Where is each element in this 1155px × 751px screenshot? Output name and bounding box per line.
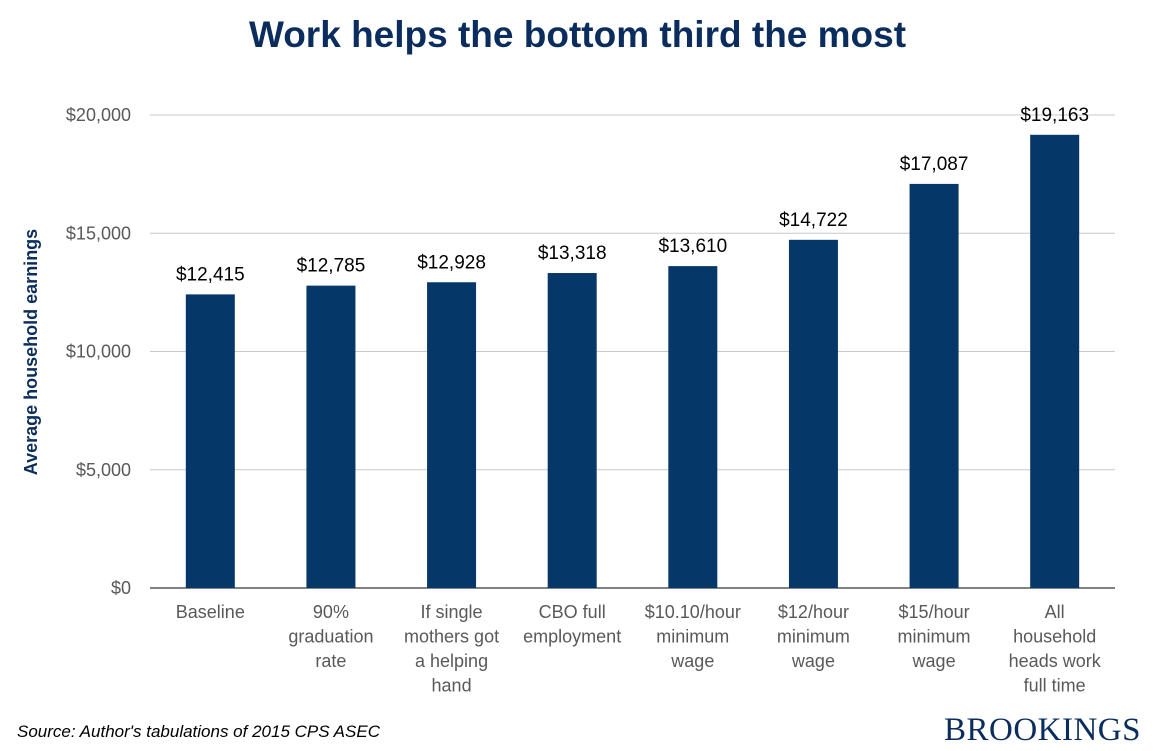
- y-tick-label: $20,000: [66, 105, 131, 125]
- x-tick-label: If single mothers got a helping hand: [404, 602, 499, 696]
- x-tick-label: $10.10/hour minimum wage: [645, 602, 741, 671]
- x-tick-label: All household heads work full time: [1009, 602, 1102, 696]
- bar: [547, 273, 597, 588]
- bar: [668, 266, 718, 588]
- bar: [1030, 134, 1080, 588]
- x-axis-ticks: Baseline 90% graduation rate If single mother…: [176, 602, 1102, 696]
- data-label: $17,087: [900, 154, 969, 175]
- y-tick-label: $10,000: [66, 342, 131, 362]
- data-label: $12,785: [297, 256, 366, 277]
- x-tick-label: CBO full employment: [523, 602, 621, 647]
- bar: [185, 294, 235, 588]
- y-axis-label: Average household earnings: [21, 229, 41, 475]
- x-tick-label: 90% graduation rate: [288, 602, 373, 671]
- y-axis-ticks: $0 $5,000 $10,000 $15,000 $20,000: [66, 105, 131, 598]
- data-label: $14,722: [779, 210, 848, 231]
- bar: [427, 282, 477, 588]
- x-tick-label: $15/hour minimum wage: [898, 602, 971, 671]
- data-label: $12,928: [417, 252, 486, 273]
- y-tick-label: $0: [111, 578, 131, 598]
- source-note: Source: Author's tabulations of 2015 CPS…: [17, 722, 380, 741]
- data-labels: $12,415 $12,785 $12,928 $13,318 $13,610 $14,7…: [176, 105, 1089, 286]
- chart-title: Work helps the bottom third the most: [248, 14, 907, 55]
- x-tick-label: $12/hour minimum wage: [777, 602, 850, 671]
- data-label: $19,163: [1020, 105, 1089, 126]
- y-tick-label: $5,000: [76, 460, 131, 480]
- y-tick-label: $15,000: [66, 223, 131, 243]
- bar: [306, 285, 356, 588]
- x-tick-label: Baseline: [176, 602, 245, 622]
- data-label: $13,318: [538, 243, 607, 264]
- bar: [909, 183, 959, 588]
- bar: [788, 239, 838, 588]
- bars: [185, 134, 1080, 588]
- data-label: $12,415: [176, 264, 245, 285]
- data-label: $13,610: [658, 236, 727, 257]
- gridlines: [150, 114, 1115, 589]
- brookings-logo: BROOKINGS: [943, 712, 1141, 748]
